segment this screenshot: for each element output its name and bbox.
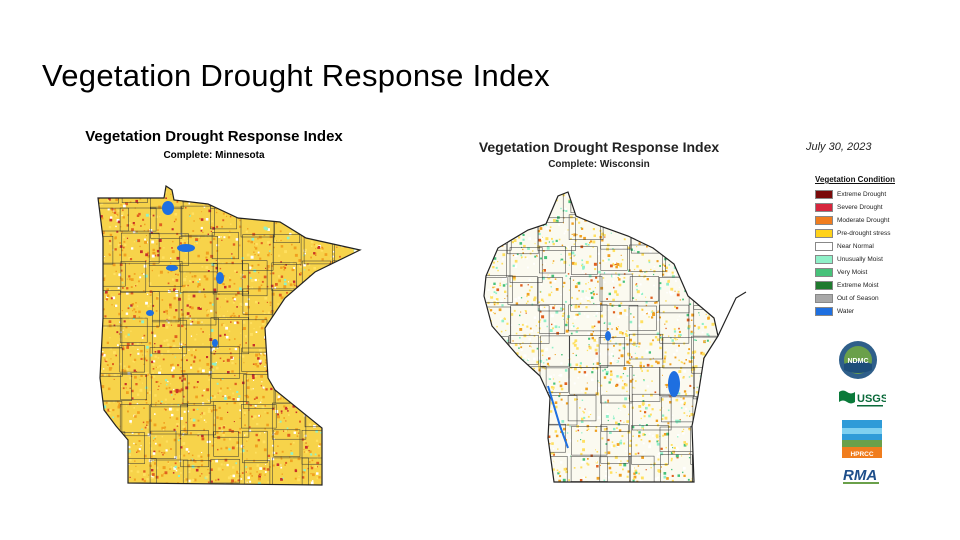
legend-swatch [815, 203, 833, 212]
legend-swatch [815, 190, 833, 199]
hprcc-logo: HPRCC [842, 420, 882, 458]
legend-item-extreme-moist: Extreme Moist [815, 279, 925, 292]
legend-item-out-of-season: Out of Season [815, 292, 925, 305]
wisconsin-vegdri-map [483, 191, 747, 483]
legend-item-near-normal: Near Normal [815, 240, 925, 253]
legend-label: Extreme Drought [837, 191, 887, 198]
usgs-logo-text: USGS [857, 393, 886, 405]
legend-label: Near Normal [837, 243, 874, 250]
legend-swatch [815, 281, 833, 290]
legend-label: Unusually Moist [837, 256, 883, 263]
legend-label: Water [837, 308, 855, 315]
legend-label: Out of Season [837, 295, 879, 302]
slide-title: Vegetation Drought Response Index [42, 58, 550, 93]
rma-logo: RMA [843, 467, 879, 484]
legend-swatch [815, 268, 833, 277]
legend-item-severe-drought: Severe Drought [815, 201, 925, 214]
minnesota-map-subtitle: Complete: Minnesota [163, 150, 265, 161]
legend-swatch [815, 294, 833, 303]
usgs-logo: USGS [839, 390, 886, 407]
rma-logo-text: RMA [843, 467, 877, 484]
legend-item-moderate-drought: Moderate Drought [815, 214, 925, 227]
legend-label: Extreme Moist [837, 282, 879, 289]
legend-swatch [815, 242, 833, 251]
legend-swatch [815, 216, 833, 225]
legend-label: Severe Drought [837, 204, 883, 211]
legend-label: Moderate Drought [837, 217, 890, 224]
wisconsin-map-subtitle: Complete: Wisconsin [548, 159, 650, 170]
ndmc-logo: NDMC [839, 341, 877, 379]
wisconsin-map-title: Vegetation Drought Response Index [478, 139, 720, 155]
legend-swatch [815, 229, 833, 238]
legend-item-extreme-drought: Extreme Drought [815, 188, 925, 201]
ndmc-logo-text: NDMC [848, 358, 869, 365]
legend-title: Vegetation Condition [815, 175, 895, 184]
minnesota-map-title: Vegetation Drought Response Index [85, 128, 343, 145]
legend-swatch [815, 307, 833, 316]
legend-item-water: Water [815, 305, 925, 318]
map-date: July 30, 2023 [806, 141, 872, 153]
legend-label: Very Moist [837, 269, 868, 276]
legend-item-pre-drought-stress: Pre-drought stress [815, 227, 925, 240]
legend-item-very-moist: Very Moist [815, 266, 925, 279]
legend-label: Pre-drought stress [837, 230, 891, 237]
legend-swatch [815, 255, 833, 264]
legend-item-unusually-moist: Unusually Moist [815, 253, 925, 266]
vegetation-condition-legend: Vegetation Condition Extreme Drought Sev… [815, 175, 925, 318]
minnesota-vegdri-map [97, 184, 362, 486]
hprcc-logo-text: HPRCC [850, 451, 873, 458]
